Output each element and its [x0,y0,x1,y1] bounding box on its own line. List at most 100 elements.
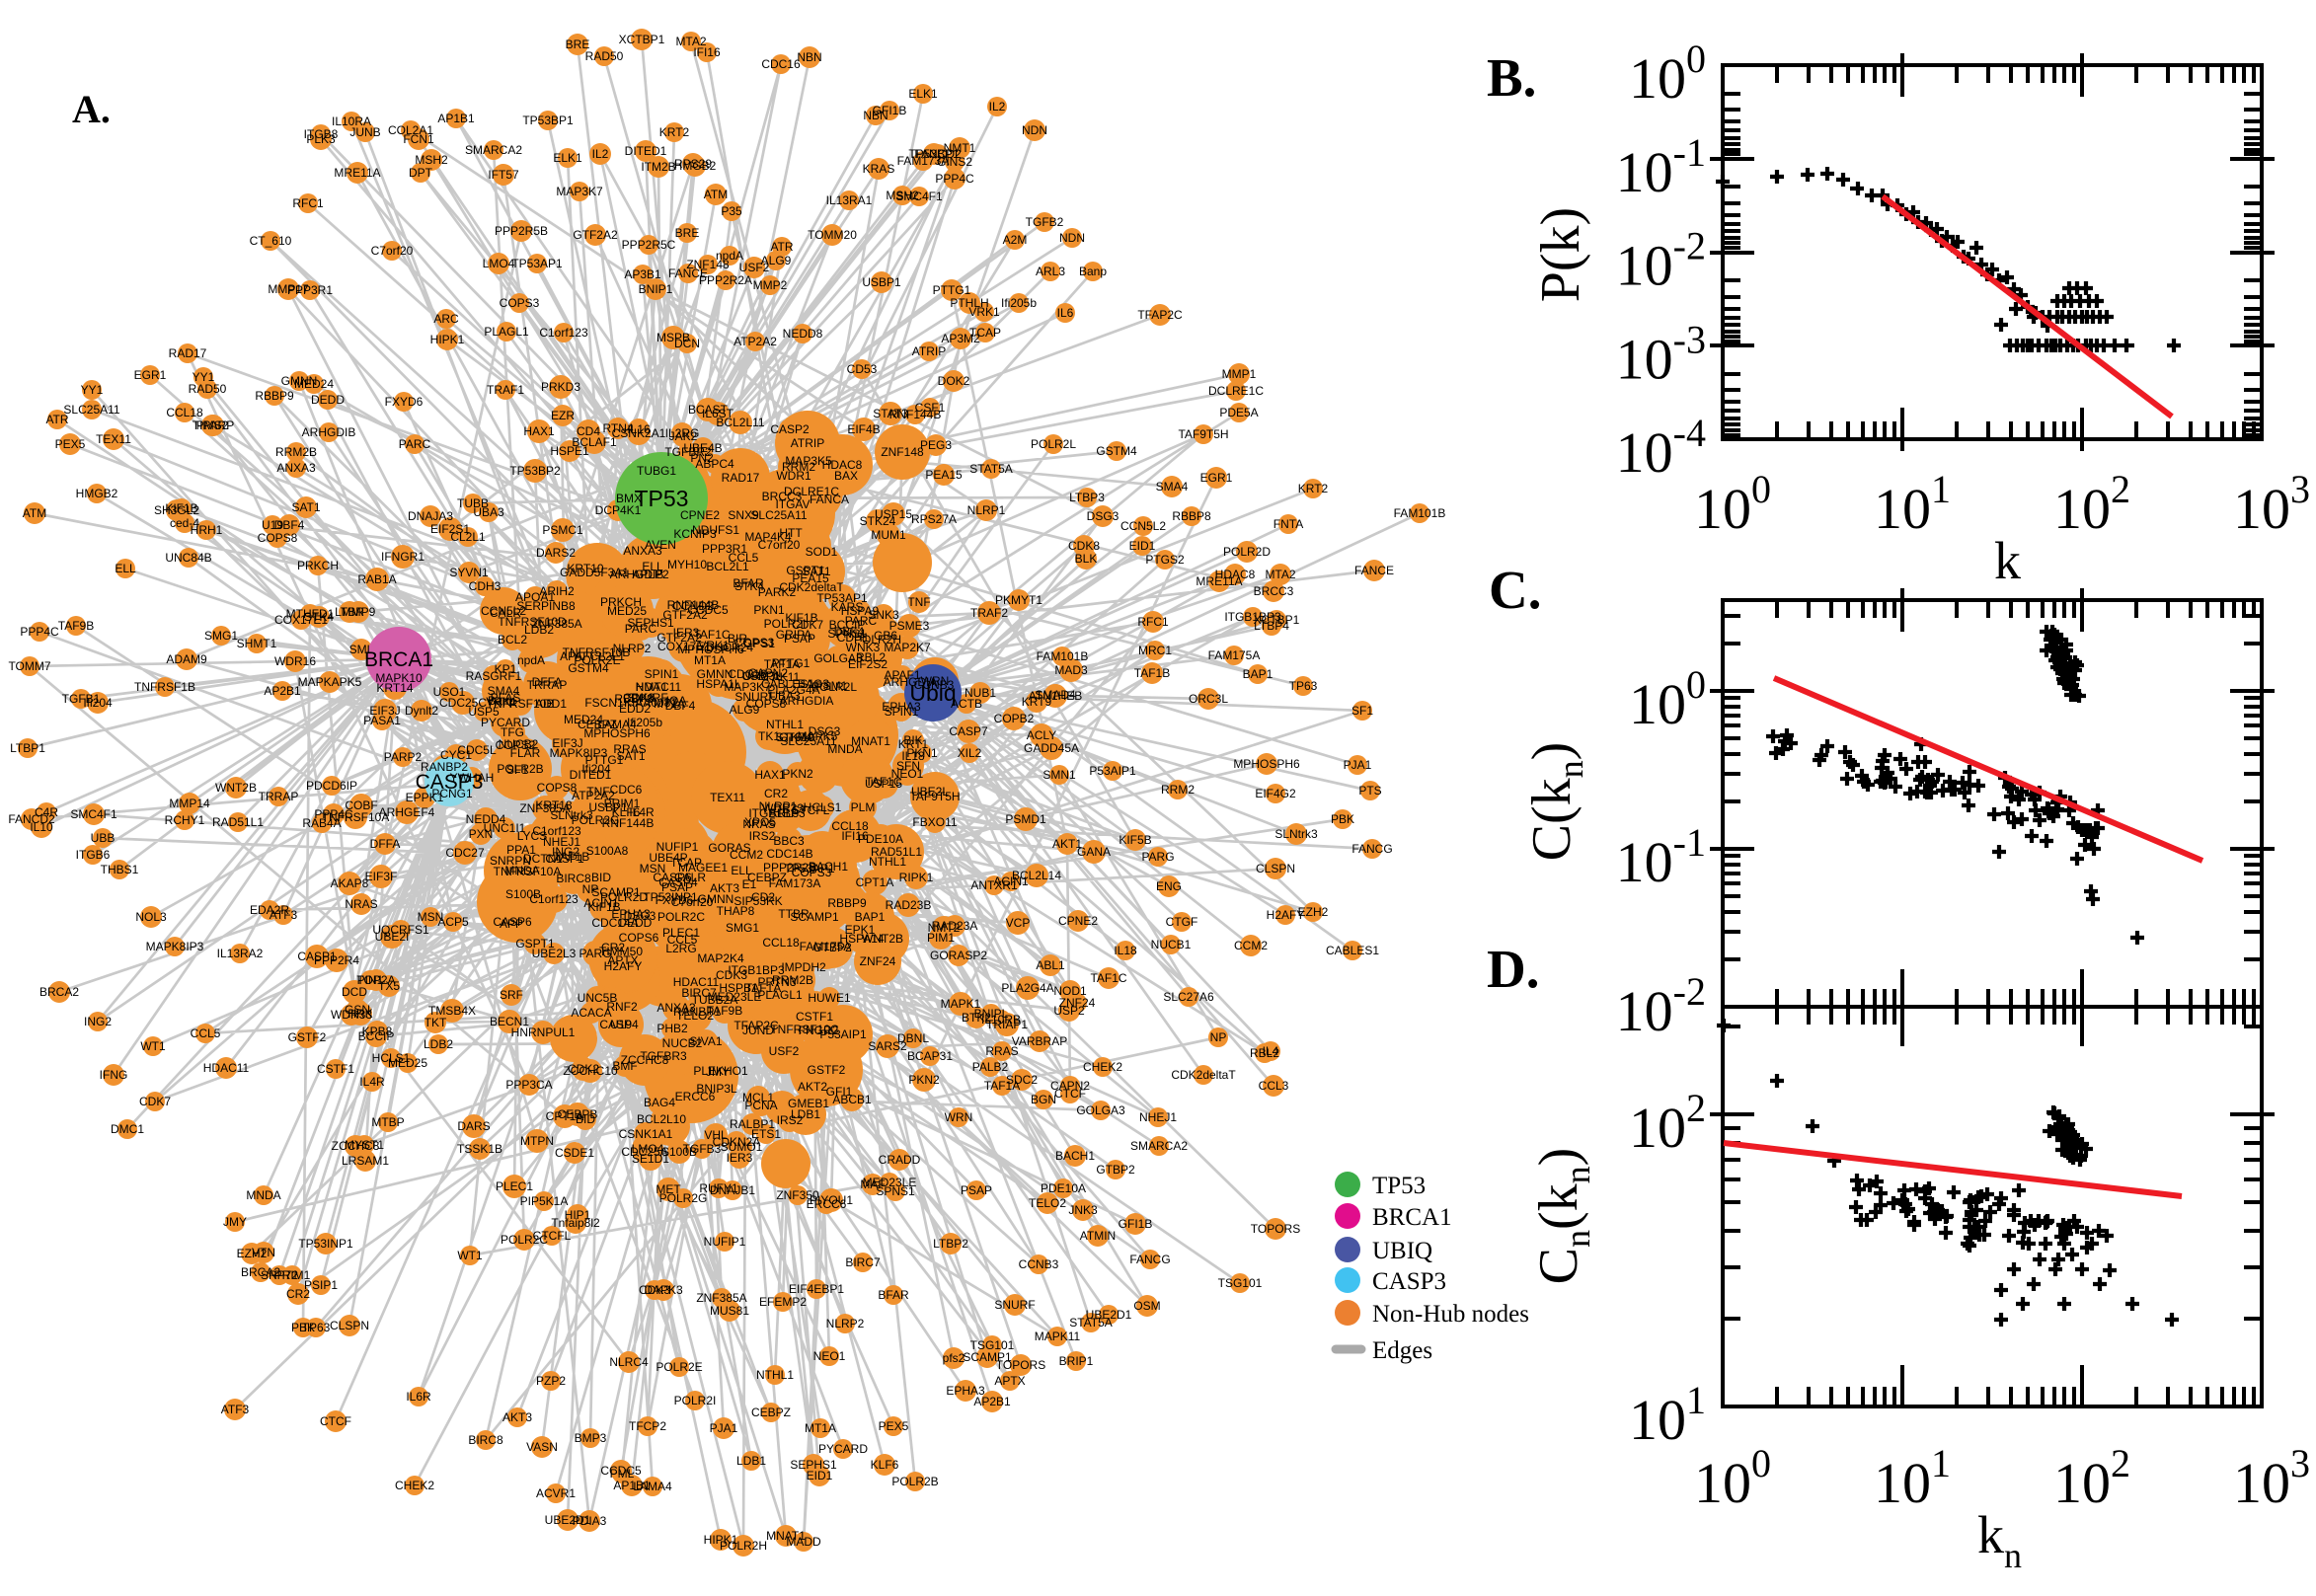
svg-text:IFNGR1: IFNGR1 [381,550,425,564]
svg-text:k: k [1994,531,2021,590]
svg-text:PXN: PXN [469,827,494,841]
svg-text:SE1D1: SE1D1 [632,1152,669,1166]
svg-text:NRAS: NRAS [345,897,377,911]
svg-text:CCDC5: CCDC5 [687,603,729,617]
svg-text:LMO4: LMO4 [483,257,515,270]
svg-text:CT_610: CT_610 [250,234,292,248]
svg-text:GINS2: GINS2 [937,155,972,169]
svg-text:TFG: TFG [501,725,524,739]
svg-text:SMC4F1: SMC4F1 [895,190,943,203]
svg-text:ELL: ELL [115,562,136,575]
svg-text:TNFRSF10B: TNFRSF10B [563,646,631,659]
svg-text:UQCRFS1: UQCRFS1 [372,923,429,937]
svg-text:MED23LE: MED23LE [863,1176,917,1189]
svg-text:MAPK1: MAPK1 [941,997,981,1011]
svg-text:GSTF2: GSTF2 [808,1063,846,1077]
svg-text:IL6: IL6 [1057,306,1074,320]
svg-text:AVEN: AVEN [645,538,676,552]
svg-text:IER3: IER3 [673,626,700,640]
svg-text:ANXA3: ANXA3 [623,544,662,558]
svg-text:ATRIP: ATRIP [912,344,946,358]
svg-text:DBF4: DBF4 [665,699,696,713]
svg-text:UBA3: UBA3 [769,689,801,703]
svg-text:FAM173A: FAM173A [769,876,821,890]
svg-text:LDB1: LDB1 [791,1107,820,1121]
svg-text:PHB2: PHB2 [656,1022,688,1035]
svg-text:PLEC1: PLEC1 [662,926,700,940]
svg-text:LDB1: LDB1 [736,1454,766,1468]
svg-text:RFC1: RFC1 [1137,615,1169,629]
svg-text:MNDA: MNDA [246,1188,280,1202]
svg-text:SNURF: SNURF [627,691,667,705]
svg-text:MAF: MAF [860,1178,885,1191]
svg-text:CDC25A: CDC25A [621,1145,667,1159]
svg-text:PLEC1: PLEC1 [496,1179,533,1193]
svg-text:KARS: KARS [831,600,864,614]
svg-text:CSNK1A1: CSNK1A1 [619,1127,673,1141]
svg-text:DCLRE1C: DCLRE1C [1208,384,1264,398]
svg-text:TCAP: TCAP [670,856,702,870]
svg-text:BRCC3: BRCC3 [762,490,803,503]
svg-text:NDN: NDN [1022,123,1047,137]
svg-text:ACTB: ACTB [951,697,982,711]
svg-text:TGFBR2: TGFBR2 [664,445,712,459]
svg-text:TRAF2: TRAF2 [970,606,1008,620]
svg-text:OSM: OSM [1133,1299,1160,1313]
svg-text:HDAC11: HDAC11 [203,1061,250,1075]
svg-text:COPS8: COPS8 [537,781,578,795]
svg-text:CCN5L2: CCN5L2 [481,604,526,618]
svg-text:SF1: SF1 [506,763,528,777]
svg-text:IL10RB: IL10RB [981,1013,1021,1026]
svg-text:DMC1: DMC1 [111,1122,144,1136]
svg-text:UBE2D1: UBE2D1 [545,1513,591,1527]
svg-text:CSNK2A1: CSNK2A1 [612,426,666,440]
svg-text:PCNA: PCNA [744,1099,777,1112]
svg-text:SF1: SF1 [1351,704,1373,718]
svg-text:GSPT1: GSPT1 [786,564,825,577]
svg-text:SMARCA2: SMARCA2 [1130,1139,1188,1153]
svg-text:CDK2deltaT: CDK2deltaT [1171,1068,1236,1082]
svg-text:WNT2B: WNT2B [862,932,903,946]
svg-text:RAB1A: RAB1A [357,572,396,586]
svg-text:POLR2B: POLR2B [497,762,543,776]
svg-text:GANA: GANA [1077,845,1111,859]
svg-text:HIP1: HIP1 [565,1208,591,1222]
svg-text:USF2: USF2 [739,261,770,274]
svg-text:ATN1HEB: ATN1HEB [1029,689,1082,703]
svg-text:P53AIP1: P53AIP1 [1089,764,1136,778]
svg-text:MRC1: MRC1 [1138,644,1172,657]
svg-text:DOK2: DOK2 [938,374,970,388]
svg-text:HDAC11: HDAC11 [673,975,720,989]
svg-text:JNK3: JNK3 [1068,1203,1098,1217]
svg-text:CSTF1: CSTF1 [317,1062,354,1076]
svg-text:UNC1I1: UNC1I1 [484,821,526,835]
svg-text:SH3GL2: SH3GL2 [154,503,199,517]
svg-text:FLAR: FLAR [510,746,541,760]
svg-text:STAT3: STAT3 [873,407,908,420]
svg-text:ACACA: ACACA [571,1006,611,1020]
svg-text:IL13RA1: IL13RA1 [826,193,873,207]
svg-text:SEPHS1: SEPHS1 [790,1458,837,1472]
svg-text:SNURF: SNURF [734,690,775,704]
svg-text:STAT5A: STAT5A [969,462,1013,476]
svg-text:FXYD6: FXYD6 [385,395,424,409]
svg-text:PDIA3: PDIA3 [573,1514,607,1528]
svg-text:COPS3: COPS3 [792,866,832,879]
svg-text:MSN: MSN [418,910,444,924]
svg-text:PBK: PBK [1331,812,1354,826]
svg-text:TP53BP2: TP53BP2 [509,464,561,478]
svg-text:MED24: MED24 [564,713,603,726]
svg-text:E1: E1 [742,877,757,891]
svg-text:CR2: CR2 [764,787,788,800]
svg-text:NRAS: NRAS [742,817,775,831]
svg-text:C7orf20: C7orf20 [671,895,714,909]
svg-text:SERPINB8: SERPINB8 [516,599,576,613]
svg-text:MAP2K7: MAP2K7 [884,641,931,654]
svg-text:NDUFS1: NDUFS1 [692,523,739,537]
svg-text:CASP1: CASP1 [545,852,584,866]
svg-text:CPT1A: CPT1A [856,875,894,889]
svg-text:MT1A: MT1A [694,653,726,667]
svg-text:CDKN2A: CDKN2A [713,1135,761,1149]
svg-text:TP53BP1: TP53BP1 [522,114,574,127]
svg-text:FAM175A: FAM175A [800,940,852,953]
